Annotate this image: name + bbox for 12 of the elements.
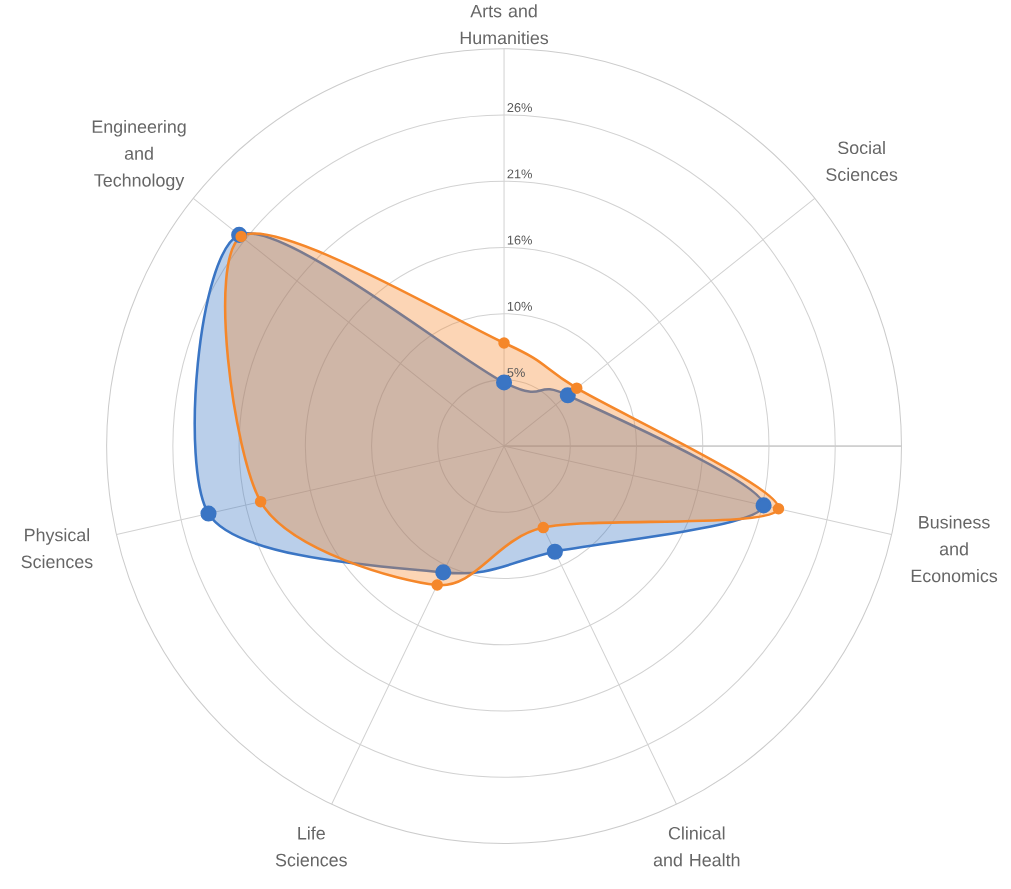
y-tick-label: 26% bbox=[507, 103, 532, 113]
spoke-label: Life Sciences bbox=[275, 826, 347, 867]
spoke-label: Social Sciences bbox=[826, 141, 898, 182]
y-tick-label: 16% bbox=[507, 235, 532, 245]
y-tick-label: 5% bbox=[507, 368, 525, 378]
spoke-label: Business and Economics bbox=[911, 515, 998, 583]
y-tick-label: 10% bbox=[507, 302, 532, 312]
y-tick-label: 21% bbox=[507, 169, 532, 179]
spoke-label: Clinical and Health bbox=[653, 826, 740, 867]
spoke-label: Arts and Humanities bbox=[460, 4, 549, 45]
spoke-label: Physical Sciences bbox=[21, 528, 93, 569]
spoke-label: Engineering and Technology bbox=[92, 120, 186, 191]
